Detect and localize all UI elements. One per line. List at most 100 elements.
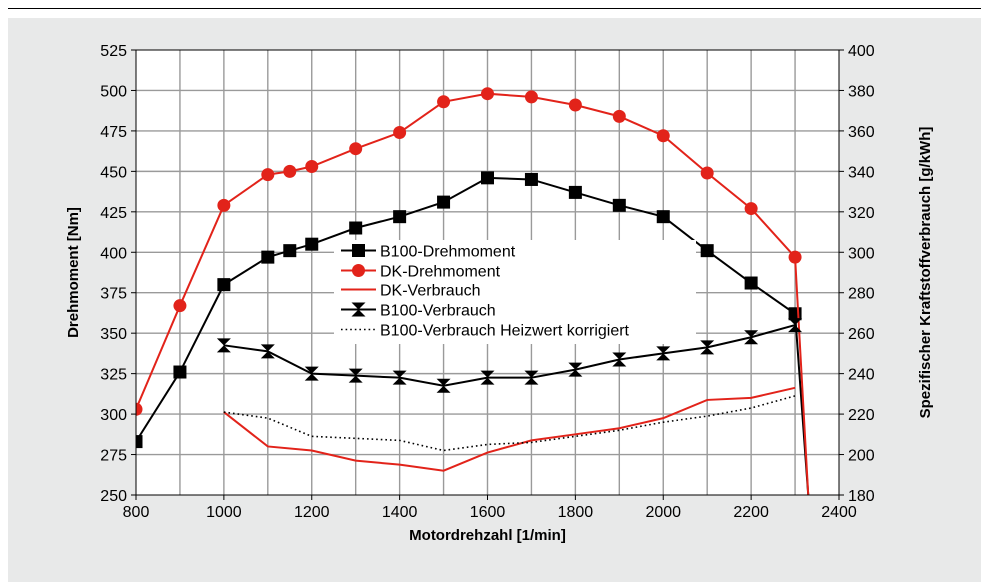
y2-axis-label: Spezifischer Kraftstoffverbrauch [g/kWh]	[917, 127, 934, 419]
y-tick-label: 275	[100, 448, 127, 465]
series-layer	[136, 87, 810, 496]
data-point	[788, 250, 802, 264]
series-line	[223, 324, 796, 387]
data-point	[173, 365, 187, 379]
top-rule	[8, 8, 981, 9]
legend-label: B100-Verbrauch Heizwert korrigiert	[380, 323, 630, 340]
data-point	[217, 278, 231, 292]
y2-tick-label: 320	[848, 205, 875, 222]
data-point	[260, 344, 275, 359]
y-tick-label: 500	[100, 83, 127, 100]
data-point	[656, 210, 670, 224]
data-point	[261, 250, 275, 264]
chart-panel: 800 1000 1200 1400 1600 1800 2000 2200 2400 250 27…	[8, 18, 981, 582]
data-point	[568, 98, 582, 112]
x-tick-label: 2400	[821, 504, 857, 521]
data-point	[612, 198, 626, 212]
data-point	[481, 171, 494, 185]
x-tick-label: 2000	[645, 504, 681, 521]
series-dk-drehmoment	[136, 87, 810, 496]
series-line	[136, 92, 810, 496]
data-point	[393, 210, 407, 224]
data-point	[305, 160, 319, 174]
data-point	[352, 264, 365, 277]
y-tick-label: 525	[100, 43, 127, 60]
chart-svg: 800 1000 1200 1400 1600 1800 2000 2200 2400 250 27…	[8, 18, 981, 582]
data-point	[480, 370, 495, 385]
data-point	[524, 90, 538, 104]
data-point	[656, 346, 671, 361]
y-tick-label: 475	[100, 124, 127, 141]
y2-tick-label: 240	[848, 367, 875, 384]
y-tick-label: 375	[100, 286, 127, 303]
series-dk-verbrauch	[223, 386, 796, 472]
data-point	[744, 202, 758, 216]
data-point	[304, 366, 319, 381]
data-point	[744, 330, 759, 345]
data-point	[348, 368, 363, 383]
y-tick-label: 325	[100, 367, 127, 384]
data-point	[744, 276, 758, 290]
legend-label: DK-Drehmoment	[380, 264, 501, 281]
x-tick-label: 1400	[382, 504, 418, 521]
y-tick-label: 450	[100, 164, 127, 181]
axes: 800 1000 1200 1400 1600 1800 2000 2200 2400 250 27…	[100, 43, 875, 521]
series-line	[223, 395, 796, 452]
series-b100-verbrauch	[216, 318, 803, 393]
data-point	[612, 352, 627, 367]
data-point	[481, 87, 494, 101]
y2-tick-label: 360	[848, 124, 875, 141]
data-point	[524, 172, 538, 186]
data-point	[700, 244, 714, 258]
data-point	[351, 302, 366, 317]
x-tick-label: 1200	[294, 504, 330, 521]
x-tick-label: 800	[123, 504, 150, 521]
data-point	[656, 129, 670, 143]
data-point	[283, 164, 297, 178]
y2-tick-label: 280	[848, 286, 875, 303]
y-tick-label: 300	[100, 407, 127, 424]
data-point	[173, 299, 187, 313]
legend: B100-Drehmoment DK-Drehmoment DK-Verbrauch…	[334, 240, 696, 344]
y-tick-label: 400	[100, 245, 127, 262]
data-point	[136, 435, 143, 449]
x-tick-label: 1000	[206, 504, 242, 521]
data-point	[136, 402, 143, 416]
y-axis-label: Drehmoment [Nm]	[65, 207, 82, 338]
data-point	[700, 340, 715, 355]
x-tick-label: 1800	[558, 504, 594, 521]
y2-tick-label: 380	[848, 83, 875, 100]
data-point	[436, 378, 451, 393]
data-point	[283, 244, 297, 258]
data-point	[700, 166, 714, 180]
y-tick-label: 425	[100, 205, 127, 222]
y2-tick-label: 300	[848, 245, 875, 262]
x-tick-label: 1600	[470, 504, 506, 521]
data-point	[217, 198, 231, 212]
y2-tick-label: 180	[848, 488, 875, 505]
y2-tick-label: 340	[848, 164, 875, 181]
series-line	[136, 176, 810, 496]
x-tick-label: 2200	[733, 504, 769, 521]
legend-label: B100-Verbrauch	[380, 303, 496, 320]
data-point	[437, 95, 451, 109]
x-axis-label: Motordrehzahl [1/min]	[409, 527, 566, 544]
data-point	[524, 370, 539, 385]
data-point	[305, 237, 319, 251]
data-point	[568, 362, 583, 377]
data-point	[349, 221, 363, 235]
data-point	[568, 185, 582, 199]
y2-tick-label: 260	[848, 326, 875, 343]
y-tick-label: 350	[100, 326, 127, 343]
data-point	[393, 126, 407, 140]
series-line	[223, 386, 796, 472]
y-tick-label: 250	[100, 488, 127, 505]
legend-label: DK-Verbrauch	[380, 283, 481, 300]
series-b100-drehmoment	[136, 171, 810, 496]
data-point	[437, 195, 451, 209]
data-point	[392, 370, 407, 385]
legend-background	[334, 240, 696, 344]
y2-tick-label: 200	[848, 448, 875, 465]
series-b100-verbrauch-heizwert-korrigiert	[223, 395, 796, 452]
